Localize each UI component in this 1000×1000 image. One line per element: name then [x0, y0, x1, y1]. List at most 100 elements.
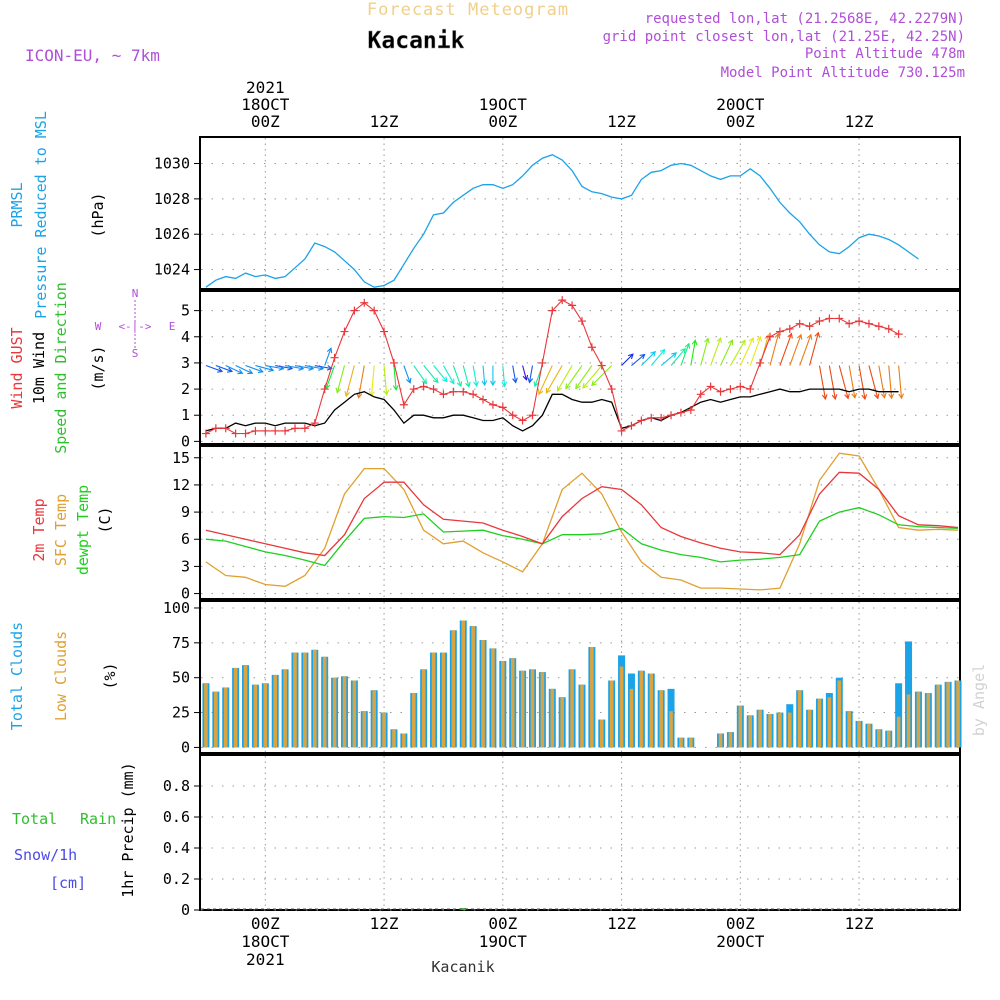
- wind-arrow: [868, 365, 879, 399]
- precip-bar: [460, 908, 467, 910]
- wind-arrow: [225, 365, 243, 374]
- pressure-y-axis: 1024 1026 1028 1030: [154, 155, 200, 279]
- y-tick-label: 3: [181, 557, 190, 575]
- pressure-panel: 1024 1026 1028 1030 PRMSL Pressure Reduced …: [8, 111, 961, 319]
- watermark: by Angel: [970, 664, 988, 736]
- low-cloud-bar: [322, 656, 327, 748]
- wind-arrow: [631, 354, 645, 366]
- wind-arrow-head: [406, 377, 412, 384]
- clouds-label-total: Total Clouds: [8, 622, 26, 730]
- y-tick-label: 0.2: [163, 870, 190, 888]
- wind-arrow-head: [449, 378, 455, 385]
- low-cloud-bar: [609, 680, 614, 748]
- wind-arrow-head: [335, 387, 342, 394]
- wind-arrow-head: [522, 374, 529, 381]
- wind-arrow: [809, 332, 819, 366]
- wind-gust-point: [835, 314, 844, 323]
- wind-arrow-head: [806, 333, 813, 340]
- wind-arrow-head: [880, 392, 887, 399]
- wind-arrow-head: [247, 368, 254, 375]
- low-cloud-bar: [293, 652, 297, 748]
- low-cloud-bar: [372, 690, 376, 748]
- wind-gust-point: [617, 426, 626, 435]
- wind-arrow-head: [748, 336, 755, 344]
- wind-frame: [199, 290, 961, 445]
- low-cloud-bar: [926, 693, 931, 748]
- low-cloud-bar: [768, 713, 772, 748]
- wind-arrow: [393, 365, 397, 390]
- wind-gust-point: [389, 358, 398, 367]
- top-time-label: 18OCT: [241, 95, 290, 114]
- top-time-label: 12Z: [607, 112, 636, 131]
- compass-east: E: [169, 320, 176, 333]
- wind-gust-point: [657, 413, 666, 422]
- wind-arrow-head: [671, 352, 678, 358]
- wind-arrow: [545, 365, 563, 394]
- point-altitude: Point Altitude 478m: [805, 46, 965, 62]
- wind-arrow: [898, 365, 903, 399]
- wind-arrow-head: [442, 376, 448, 383]
- wind-gust-point: [439, 390, 448, 399]
- wind-arrow: [294, 364, 314, 370]
- wind-gust-point: [805, 322, 814, 331]
- low-cloud-bar: [916, 691, 921, 748]
- wind-gust-point: [271, 426, 280, 435]
- y-tick-label: 6: [181, 530, 190, 548]
- low-cloud-bar: [787, 712, 792, 748]
- y-tick-label: 15: [172, 449, 190, 467]
- wind-arrow: [265, 364, 284, 370]
- wind-arrow: [325, 365, 336, 389]
- wind-arrow-head: [888, 393, 895, 400]
- wind-arrow: [235, 365, 253, 374]
- wind-arrow: [700, 338, 709, 366]
- grid-point-coords: grid point closest lon,lat (21.25E, 42.2…: [603, 29, 965, 45]
- wind-gust-point: [241, 429, 250, 438]
- low-cloud-bar: [451, 630, 456, 748]
- wind-arrow: [779, 333, 793, 366]
- wind-gust-point: [855, 317, 864, 326]
- wind-gust-markers: [202, 296, 903, 438]
- wind-arrow-head: [512, 377, 518, 384]
- low-cloud-bar: [411, 693, 416, 748]
- wind-arrow-head: [465, 381, 471, 388]
- wind-gust-point: [647, 413, 656, 422]
- low-cloud-bar: [461, 620, 466, 748]
- top-time-label: 2021: [246, 78, 285, 97]
- wind-gust-point: [785, 324, 794, 333]
- wind-arrow: [538, 365, 553, 395]
- wind-arrow-head: [627, 353, 634, 360]
- wind-arrow-head: [861, 394, 868, 401]
- low-cloud-bar: [906, 694, 911, 748]
- precip-legend-total: Total: [12, 810, 57, 828]
- low-cloud-bar: [382, 712, 386, 748]
- low-cloud-bar: [501, 660, 505, 748]
- low-cloud-bar: [481, 640, 485, 748]
- pressure-frame: [199, 136, 961, 290]
- wind-gust-point: [766, 332, 774, 341]
- meteogram-title: Forecast Meteogram: [367, 0, 569, 20]
- wind-arrow: [690, 340, 696, 366]
- total-cloud-bar: [895, 683, 903, 748]
- wind-label-speed-dir: Speed and Direction: [52, 282, 70, 454]
- y-tick-label: 0.8: [163, 777, 190, 795]
- wind-gust-point: [469, 390, 478, 399]
- bottom-time-label: 12Z: [845, 914, 874, 933]
- wind-gust-point: [488, 400, 497, 409]
- wind-arrow: [304, 364, 324, 370]
- wind-gust-point: [627, 421, 636, 430]
- wind-gust-point: [320, 385, 329, 394]
- precip-label-unit: 1hr Precip (mm): [119, 762, 137, 897]
- wind-gust-point: [696, 390, 705, 399]
- low-cloud-bar: [204, 683, 208, 748]
- wind-arrow: [670, 348, 686, 366]
- wind-arrow-head: [727, 339, 734, 346]
- wind-arrow-head: [873, 393, 880, 400]
- wind-gust-point: [726, 385, 735, 394]
- wind-gust-point: [884, 324, 893, 333]
- low-cloud-bar: [283, 669, 287, 748]
- wind-arrow-head: [575, 383, 581, 390]
- y-tick-label: 50: [172, 669, 190, 687]
- wind-arrow-head: [268, 366, 275, 373]
- location-title: Kacanik: [368, 28, 465, 54]
- wind-arrow-head: [473, 381, 479, 388]
